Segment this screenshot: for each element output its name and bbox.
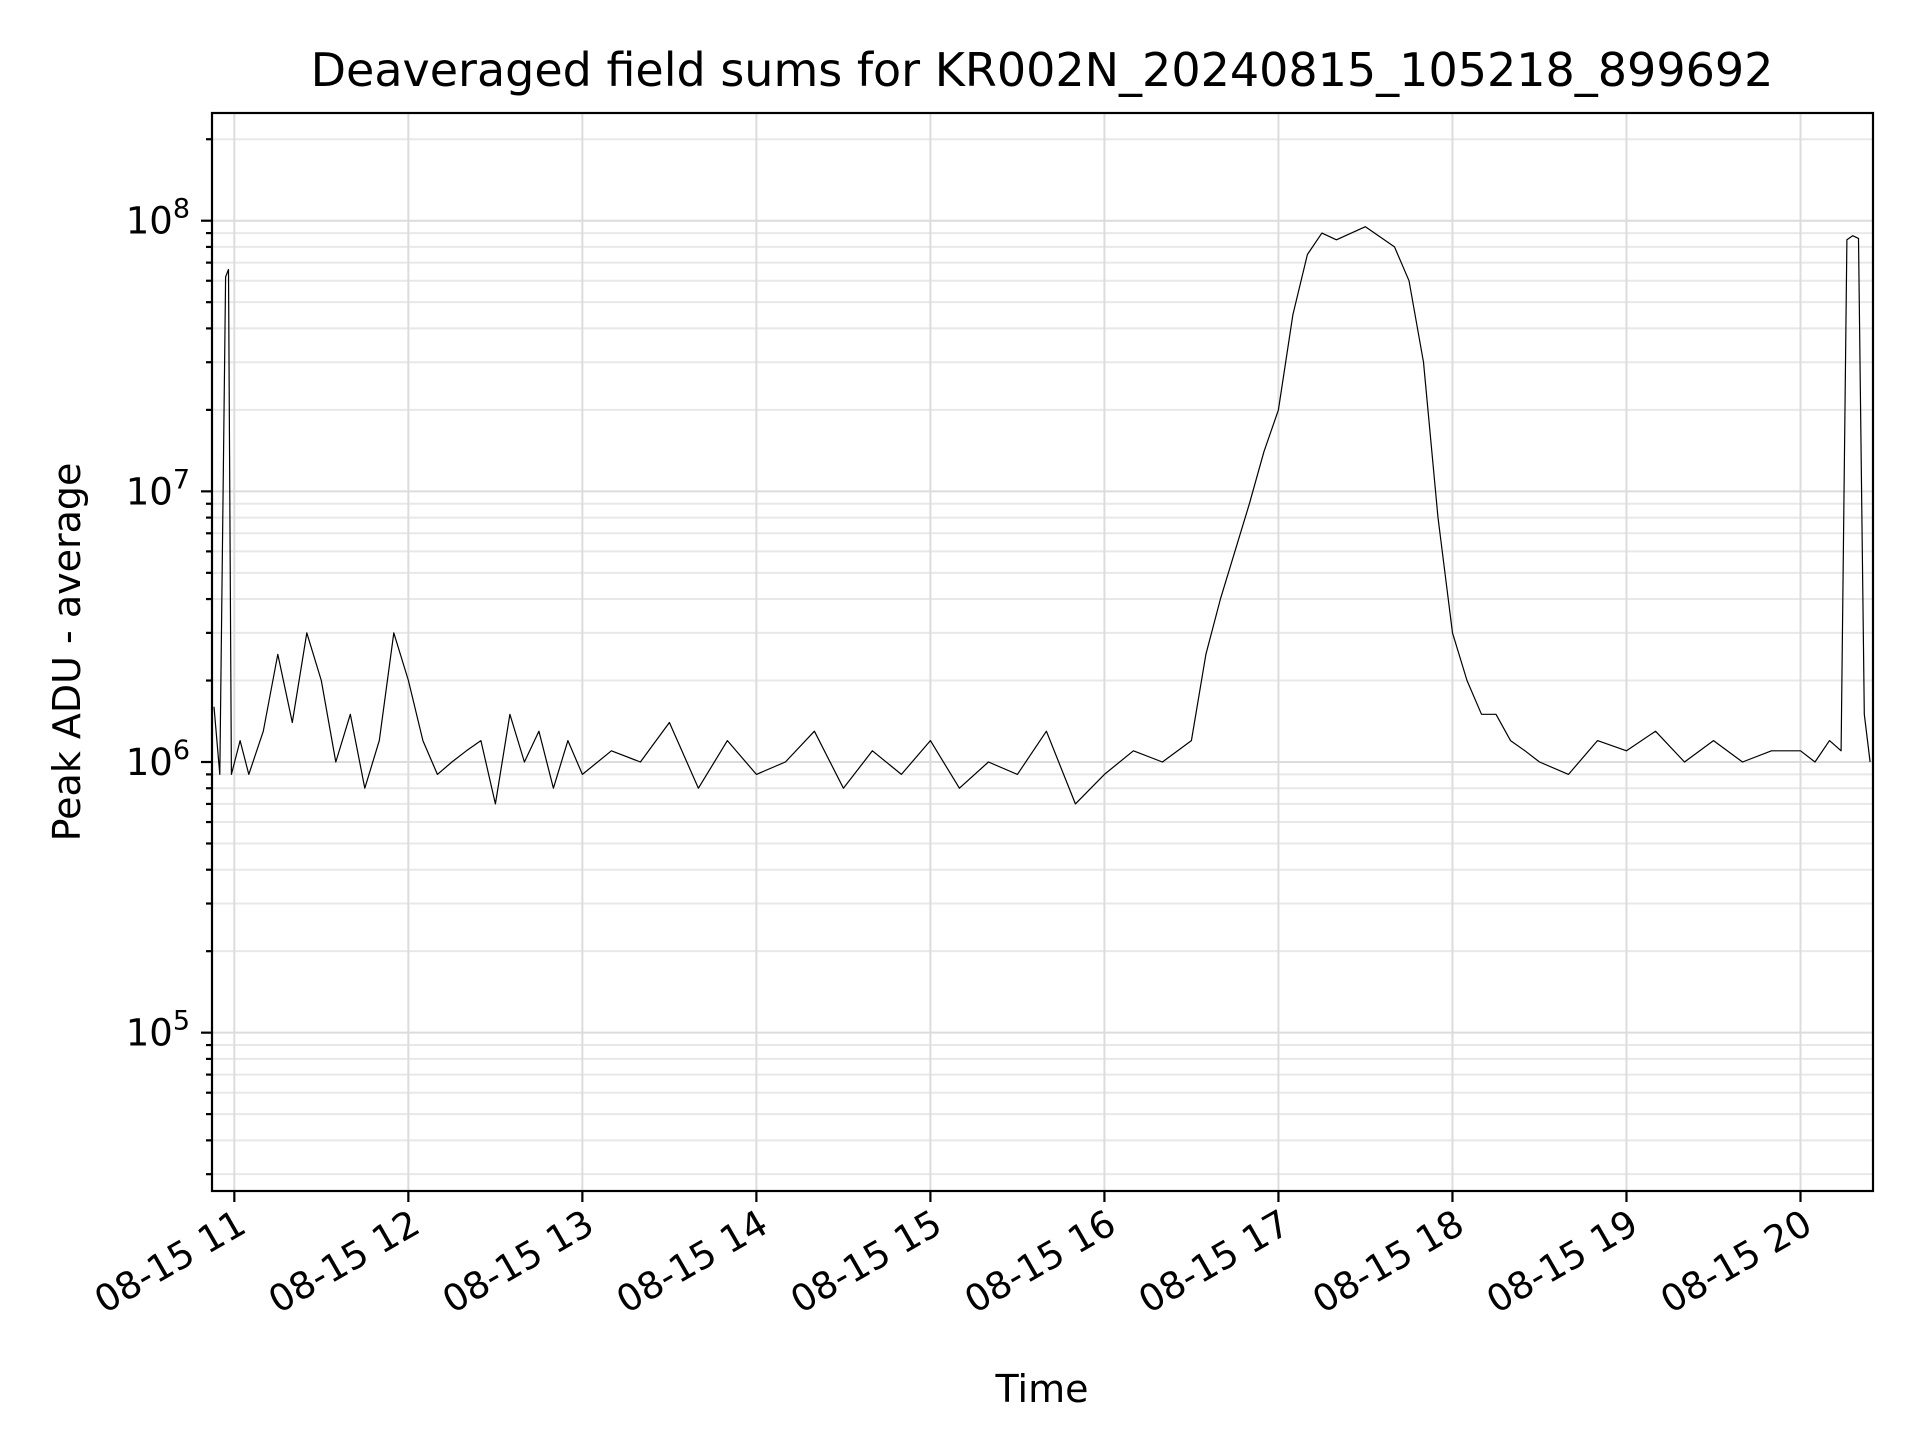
series-layer (213, 226, 1871, 805)
y-tick-label: 106 (126, 735, 190, 784)
major-gridlines (212, 113, 1873, 1191)
x-axis-label: Time (995, 1367, 1089, 1411)
y-axis-label: Peak ADU - average (45, 463, 89, 842)
series-line (213, 226, 1871, 805)
y-tick-label: 108 (126, 194, 190, 243)
y-tick-label: 105 (126, 1006, 190, 1055)
y-axis-ticks: 105 106 107 108 (126, 138, 212, 1176)
y-tick-label: 107 (126, 464, 190, 513)
minor-gridlines (212, 138, 1873, 1176)
plot-frame (210, 111, 1875, 1193)
chart-title: Deaveraged field sums for KR002N_2024081… (311, 43, 1774, 97)
